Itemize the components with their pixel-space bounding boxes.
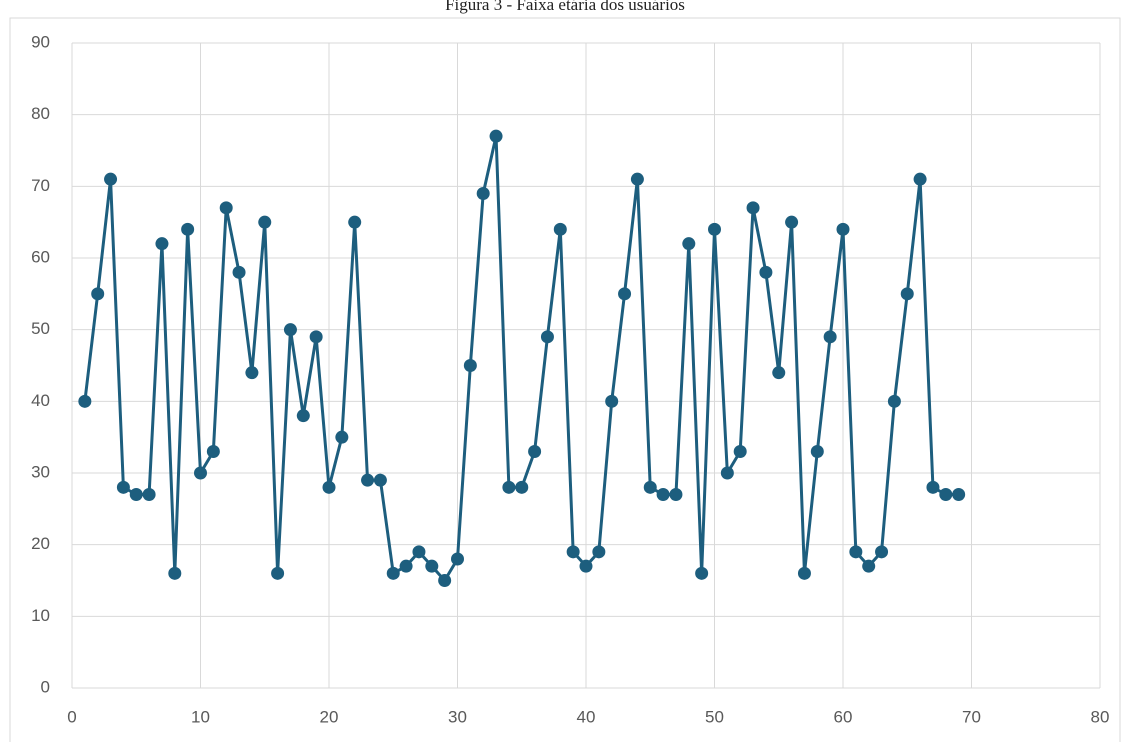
data-point xyxy=(322,480,336,494)
x-tick-label: 20 xyxy=(320,707,339,726)
data-point xyxy=(142,488,156,501)
data-point xyxy=(862,559,876,573)
data-point xyxy=(78,394,92,408)
x-tick-label: 80 xyxy=(1091,707,1110,726)
y-tick-label: 0 xyxy=(41,677,50,696)
y-tick-label: 60 xyxy=(31,247,50,266)
data-point xyxy=(618,287,632,301)
data-point xyxy=(476,187,490,200)
data-point xyxy=(746,201,760,215)
data-point xyxy=(823,330,837,344)
data-point xyxy=(592,545,606,559)
x-tick-label: 30 xyxy=(448,707,467,726)
data-point xyxy=(643,480,657,494)
data-point xyxy=(463,359,477,372)
data-point xyxy=(669,488,683,501)
data-line xyxy=(83,134,959,582)
data-point xyxy=(630,172,644,186)
data-point xyxy=(682,237,696,251)
data-point xyxy=(579,559,593,573)
y-tick-label: 40 xyxy=(31,391,50,410)
data-point xyxy=(772,366,786,380)
data-point xyxy=(695,566,709,580)
data-point xyxy=(283,323,297,337)
data-point xyxy=(528,445,542,458)
data-point xyxy=(194,466,207,480)
data-point xyxy=(875,545,889,559)
data-point xyxy=(258,215,272,229)
data-point xyxy=(733,445,747,458)
data-point xyxy=(399,559,413,573)
data-point xyxy=(129,488,143,501)
data-point xyxy=(900,287,914,301)
data-point xyxy=(373,473,387,487)
data-point xyxy=(913,172,927,186)
data-point xyxy=(232,265,246,279)
data-point xyxy=(438,574,452,587)
data-point xyxy=(335,430,349,444)
x-tick-label: 10 xyxy=(191,707,210,726)
data-point xyxy=(515,480,529,494)
data-point xyxy=(553,222,567,236)
data-point xyxy=(271,566,285,580)
data-point xyxy=(219,201,233,215)
data-point xyxy=(708,222,721,236)
data-point xyxy=(810,445,824,458)
data-point xyxy=(168,566,182,580)
y-tick-label: 70 xyxy=(31,176,50,195)
data-point xyxy=(759,265,773,279)
data-point xyxy=(91,287,105,301)
data-point xyxy=(849,545,863,559)
data-point xyxy=(720,466,734,480)
data-point xyxy=(566,545,580,559)
data-point xyxy=(887,394,901,408)
data-point xyxy=(797,566,811,580)
data-point xyxy=(155,237,169,251)
chart-frame xyxy=(9,17,1121,742)
data-point xyxy=(451,552,464,566)
data-point xyxy=(836,222,850,236)
x-tick-label: 40 xyxy=(577,707,596,726)
y-tick-label: 30 xyxy=(31,462,50,481)
y-tick-label: 80 xyxy=(31,104,50,123)
data-point xyxy=(502,480,516,494)
data-point xyxy=(181,222,195,236)
data-point xyxy=(348,215,362,229)
data-point xyxy=(104,172,118,186)
data-point xyxy=(656,488,670,501)
y-tick-label: 20 xyxy=(31,534,50,553)
data-point xyxy=(412,545,426,559)
x-tick-label: 0 xyxy=(67,707,76,726)
data-point xyxy=(939,488,953,501)
data-point xyxy=(540,330,554,344)
data-point xyxy=(361,473,375,487)
x-tick-label: 70 xyxy=(962,707,981,726)
data-point xyxy=(245,366,259,380)
data-point xyxy=(489,129,503,143)
data-point xyxy=(386,566,400,580)
data-point xyxy=(296,409,310,423)
data-point xyxy=(605,394,619,408)
y-tick-label: 50 xyxy=(31,319,50,338)
data-point xyxy=(116,480,130,494)
x-tick-label: 50 xyxy=(705,707,724,726)
data-point xyxy=(926,480,940,494)
y-tick-label: 10 xyxy=(31,606,50,625)
data-point xyxy=(425,559,439,573)
data-point xyxy=(785,215,799,229)
data-point xyxy=(309,330,323,344)
data-point xyxy=(952,488,966,501)
data-point xyxy=(206,445,220,458)
x-tick-label: 60 xyxy=(834,707,853,726)
y-tick-label: 90 xyxy=(31,32,50,51)
chart-title: Figura 3 - Faixa etária dos usuários xyxy=(445,0,685,14)
